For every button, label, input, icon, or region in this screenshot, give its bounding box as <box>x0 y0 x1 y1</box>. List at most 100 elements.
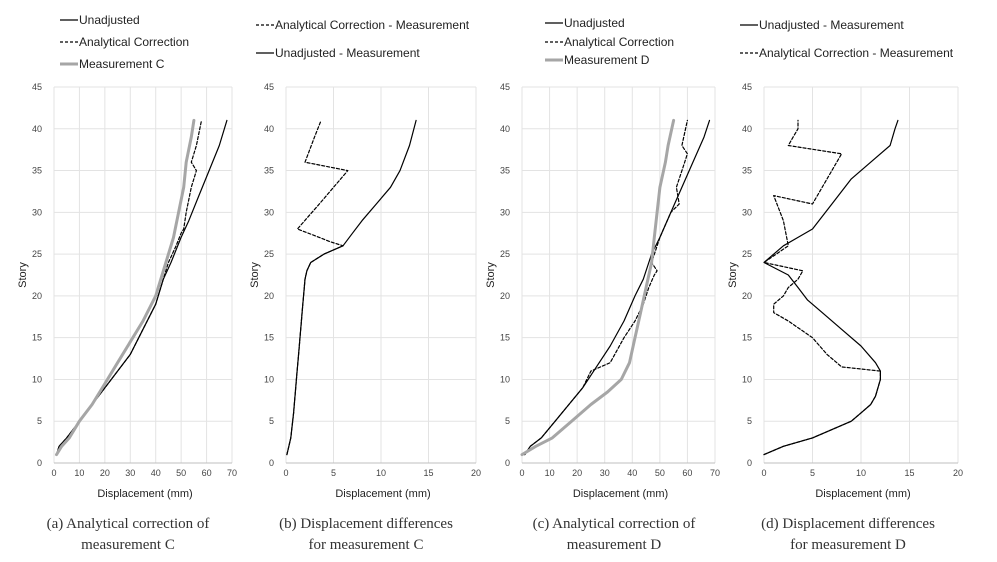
y-tick-label: 15 <box>32 333 42 343</box>
x-tick-label: 5 <box>331 468 336 478</box>
y-axis-title: Story <box>249 262 261 288</box>
y-tick-label: 40 <box>742 124 752 134</box>
chart-panel-d: 0 5 10 15 20 0 5 10 15 20 25 30 35 40 45 Displacement (… <box>727 18 963 553</box>
panel-caption: (d) Displacement differences <box>761 516 935 532</box>
y-tick-label: 20 <box>264 291 274 301</box>
chart-panel-c: 0 10 20 30 40 50 60 70 0 5 10 15 20 25 30 35 40 45 Displac… <box>485 16 720 553</box>
y-tick-label: 20 <box>32 291 42 301</box>
x-tick-label: 20 <box>953 468 963 478</box>
x-tick-label: 0 <box>283 468 288 478</box>
legend-label: Analytical Correction <box>564 35 674 49</box>
y-tick-label: 45 <box>500 82 510 92</box>
y-tick-label: 5 <box>747 416 752 426</box>
y-tick-label: 45 <box>32 82 42 92</box>
series-line-measurement-d <box>520 118 676 457</box>
y-tick-label: 45 <box>742 82 752 92</box>
y-tick-label: 10 <box>264 374 274 384</box>
legend-label: Unadjusted - Measurement <box>275 46 420 60</box>
y-tick-label: 5 <box>269 416 274 426</box>
x-tick-label: 20 <box>100 468 110 478</box>
x-tick-label: 15 <box>423 468 433 478</box>
legend-label: Measurement C <box>79 57 165 71</box>
y-tick-label: 0 <box>37 458 42 468</box>
x-tick-label: 5 <box>810 468 815 478</box>
x-tick-label: 10 <box>74 468 84 478</box>
chart-panel-a: 0 10 20 30 40 50 60 70 0 5 10 15 20 25 30 35 40 45 Displac… <box>17 13 237 553</box>
y-tick-label: 5 <box>505 416 510 426</box>
y-tick-label: 30 <box>32 207 42 217</box>
legend-label: Measurement D <box>564 53 650 67</box>
x-tick-label: 70 <box>710 468 720 478</box>
x-tick-label: 60 <box>682 468 692 478</box>
x-tick-label: 70 <box>227 468 237 478</box>
series-line-analytical-correction <box>524 119 689 456</box>
x-tick-label: 60 <box>202 468 212 478</box>
panel-caption: (c) Analytical correction of <box>533 516 696 532</box>
y-tick-label: 15 <box>742 333 752 343</box>
y-tick-label: 25 <box>500 249 510 259</box>
y-tick-label: 40 <box>32 124 42 134</box>
y-tick-label: 30 <box>742 207 752 217</box>
series-line-measurement-c <box>55 118 196 457</box>
y-tick-label: 25 <box>32 249 42 259</box>
x-tick-label: 20 <box>471 468 481 478</box>
x-axis-title: Displacement (mm) <box>97 488 192 500</box>
panel-caption: measurement C <box>81 537 175 553</box>
panel-caption: for measurement D <box>790 537 906 553</box>
x-tick-label: 50 <box>176 468 186 478</box>
legend-label: Analytical Correction <box>79 35 189 49</box>
x-tick-label: 0 <box>51 468 56 478</box>
panel-caption: (b) Displacement differences <box>279 516 453 532</box>
y-tick-label: 30 <box>264 207 274 217</box>
y-tick-label: 5 <box>37 416 42 426</box>
series-line-analytical-correction-measurement <box>763 119 882 456</box>
y-tick-label: 0 <box>505 458 510 468</box>
y-axis-title: Story <box>727 262 739 288</box>
x-tick-label: 10 <box>545 468 555 478</box>
y-tick-label: 20 <box>742 291 752 301</box>
x-tick-label: 15 <box>904 468 914 478</box>
chart-panel-b: 0 5 10 15 20 0 5 10 15 20 25 30 35 40 45 Displacement (… <box>249 18 481 553</box>
y-tick-label: 35 <box>742 166 752 176</box>
y-tick-label: 35 <box>32 166 42 176</box>
y-axis-title: Story <box>485 262 497 288</box>
y-axis-title: Story <box>17 262 29 288</box>
y-tick-label: 40 <box>500 124 510 134</box>
x-tick-label: 10 <box>856 468 866 478</box>
y-tick-label: 45 <box>264 82 274 92</box>
y-tick-label: 30 <box>500 207 510 217</box>
x-axis-title: Displacement (mm) <box>335 488 430 500</box>
panel-caption: for measurement C <box>309 537 424 553</box>
x-tick-label: 0 <box>519 468 524 478</box>
x-axis-title: Displacement (mm) <box>815 488 910 500</box>
x-tick-label: 40 <box>627 468 637 478</box>
y-tick-label: 0 <box>747 458 752 468</box>
y-tick-label: 35 <box>500 166 510 176</box>
y-tick-label: 15 <box>264 333 274 343</box>
x-tick-label: 30 <box>600 468 610 478</box>
series-line-unadjusted-measurement <box>286 119 417 456</box>
y-tick-label: 10 <box>742 374 752 384</box>
x-tick-label: 30 <box>125 468 135 478</box>
legend-label: Unadjusted <box>79 13 140 27</box>
legend-label: Analytical Correction - Measurement <box>275 18 470 32</box>
y-tick-label: 35 <box>264 166 274 176</box>
y-tick-label: 40 <box>264 124 274 134</box>
panel-caption: (a) Analytical correction of <box>47 516 210 532</box>
x-tick-label: 40 <box>151 468 161 478</box>
y-tick-label: 15 <box>500 333 510 343</box>
y-tick-label: 10 <box>500 374 510 384</box>
x-tick-label: 50 <box>655 468 665 478</box>
x-axis-title: Displacement (mm) <box>573 488 668 500</box>
y-tick-label: 0 <box>269 458 274 468</box>
legend-label: Unadjusted <box>564 16 625 30</box>
y-tick-label: 25 <box>264 249 274 259</box>
legend-label: Unadjusted - Measurement <box>759 18 904 32</box>
y-tick-label: 20 <box>500 291 510 301</box>
y-tick-label: 10 <box>32 374 42 384</box>
x-tick-label: 0 <box>761 468 766 478</box>
legend-label: Analytical Correction - Measurement <box>759 46 954 60</box>
x-tick-label: 20 <box>572 468 582 478</box>
y-tick-label: 25 <box>742 249 752 259</box>
